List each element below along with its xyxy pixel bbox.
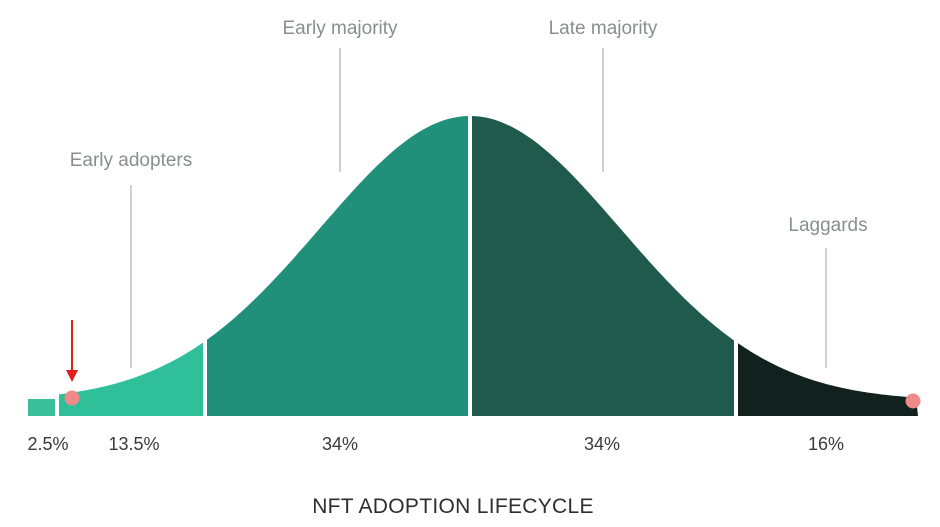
share-early-majority: 34% <box>322 434 358 454</box>
early-majority-segment <box>207 116 468 416</box>
share-early-adopters: 13.5% <box>108 434 159 454</box>
start-dot-icon <box>64 390 80 406</box>
label-late-majority: Late majority <box>549 18 658 39</box>
share-late-majority: 34% <box>584 434 620 454</box>
share-laggards: 16% <box>808 434 844 454</box>
innovators-segment <box>28 116 55 416</box>
label-laggards: Laggards <box>788 215 867 236</box>
label-early-majority: Early majority <box>282 18 398 39</box>
label-early-adopters: Early adopters <box>70 150 193 171</box>
diagram-title: NFT ADOPTION LIFECYCLE <box>312 495 594 518</box>
arrow-down-icon <box>66 320 78 382</box>
share-innovators: 2.5% <box>27 434 68 454</box>
bell-curve <box>28 116 918 416</box>
laggards-segment <box>738 116 918 416</box>
end-dot-icon <box>905 393 921 409</box>
